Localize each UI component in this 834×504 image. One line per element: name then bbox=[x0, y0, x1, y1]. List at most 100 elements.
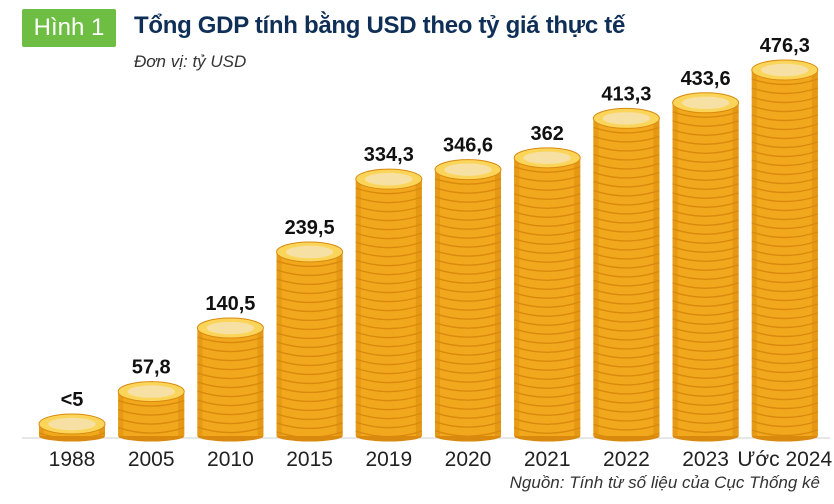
coin-ridge bbox=[672, 237, 739, 244]
coin-ridge bbox=[593, 396, 660, 404]
coin-ridge bbox=[355, 331, 423, 339]
coin-ridge bbox=[672, 111, 739, 118]
coin-stack-shade-right bbox=[574, 157, 581, 436]
coin-stack-bar bbox=[672, 92, 740, 442]
coin-ridge bbox=[672, 291, 739, 298]
coin-ridge bbox=[355, 241, 423, 249]
coin-ridge bbox=[434, 402, 502, 410]
coin-ridge bbox=[672, 327, 739, 334]
coin-stack-shade-left bbox=[197, 328, 203, 436]
coin-ridge bbox=[672, 282, 739, 289]
coin-ridge bbox=[513, 382, 581, 389]
coin-stack-shade-right bbox=[732, 102, 739, 436]
coin-ridge bbox=[593, 207, 660, 215]
coin-ridge bbox=[672, 183, 739, 190]
coin-ridge bbox=[355, 376, 423, 384]
coin-top-face bbox=[602, 112, 651, 125]
coin-ridge bbox=[276, 332, 343, 340]
coin-ridge bbox=[672, 426, 739, 433]
category-label: 2023 bbox=[682, 448, 729, 471]
value-label: <5 bbox=[61, 389, 84, 411]
coin-stack-shade-right bbox=[495, 169, 501, 436]
coin-ridge bbox=[751, 276, 819, 284]
coin-ridge bbox=[117, 426, 185, 434]
coin-ridge bbox=[751, 231, 819, 239]
coin-ridge bbox=[276, 413, 343, 421]
coin-top-face bbox=[444, 163, 492, 176]
coin-ridge bbox=[513, 229, 581, 236]
coin-stack-shade-right bbox=[99, 424, 105, 436]
coin-ridge bbox=[593, 189, 660, 197]
coin-ridge bbox=[513, 184, 581, 191]
coin-ridge bbox=[513, 274, 581, 281]
coin-ridge bbox=[751, 249, 819, 257]
coin-ridge bbox=[593, 243, 660, 251]
coin-ridge bbox=[513, 256, 581, 263]
coin-ridge bbox=[513, 238, 581, 245]
coin-ridge bbox=[751, 186, 819, 194]
coin-stack-bar bbox=[513, 147, 581, 442]
coin-ridge bbox=[672, 300, 739, 307]
coin-ridge bbox=[434, 249, 502, 257]
coin-ridge bbox=[672, 147, 739, 154]
coin-ridge bbox=[276, 269, 343, 277]
coin-ridge bbox=[513, 265, 581, 272]
coin-top-face bbox=[365, 172, 413, 186]
figure-badge: Hình 1 bbox=[22, 9, 116, 47]
coin-ridge bbox=[751, 357, 819, 365]
category-label: 2021 bbox=[524, 448, 571, 471]
coin-ridge bbox=[672, 273, 739, 280]
coin-stack-shade-left bbox=[751, 70, 757, 436]
coin-ridge bbox=[197, 417, 264, 425]
coin-ridge bbox=[751, 294, 819, 302]
coin-ridge bbox=[513, 202, 581, 209]
coin-stack-shade-left bbox=[593, 118, 599, 436]
coin-ridge bbox=[197, 363, 264, 371]
source-note: Nguồn: Tính từ số liệu của Cục Thống kê bbox=[509, 473, 820, 492]
coin-ridge bbox=[355, 223, 423, 231]
coin-ridge bbox=[197, 336, 264, 344]
coin-ridge bbox=[593, 198, 660, 206]
chart-title: Tổng GDP tính bằng USD theo tỷ giá thực … bbox=[134, 12, 626, 39]
coin-ridge bbox=[751, 222, 819, 230]
coin-ridge bbox=[593, 216, 660, 224]
coin-ridge bbox=[593, 180, 660, 188]
coin-ridge bbox=[513, 166, 581, 173]
category-labels-group: 1988 2005 2010 2015 2019 2020 2021 2022 2023 Ước … bbox=[49, 448, 833, 471]
coin-ridge bbox=[672, 372, 739, 379]
coin-ridge bbox=[751, 411, 819, 419]
coin-ridge bbox=[355, 304, 423, 312]
category-label: 2010 bbox=[207, 448, 254, 471]
coin-ridge bbox=[672, 336, 739, 343]
coin-ridge bbox=[593, 387, 660, 395]
coin-ridge bbox=[513, 211, 581, 218]
coin-stack-body-cover bbox=[197, 328, 264, 436]
value-label: 476,3 bbox=[760, 35, 810, 57]
coin-ridge bbox=[593, 405, 660, 413]
coin-ridge bbox=[751, 132, 819, 140]
coin-ridge bbox=[513, 283, 581, 290]
coin-ridge bbox=[513, 247, 581, 254]
coin-stack-shade-right bbox=[178, 391, 185, 436]
coin-ridge bbox=[513, 409, 581, 416]
coin-ridge bbox=[117, 408, 185, 416]
coin-ridge bbox=[672, 417, 739, 424]
coin-ridge bbox=[751, 105, 819, 113]
coin-ridge bbox=[355, 403, 423, 411]
coin-ridge bbox=[751, 348, 819, 356]
value-label: 346,6 bbox=[443, 135, 493, 157]
coin-ridge bbox=[513, 310, 581, 317]
coin-ridge bbox=[276, 422, 343, 430]
coin-ridge bbox=[434, 357, 502, 365]
coin-ridge bbox=[276, 260, 343, 268]
coin-ridge bbox=[751, 312, 819, 320]
coin-ridge bbox=[355, 187, 423, 195]
coin-ridge bbox=[593, 279, 660, 287]
coin-ridge bbox=[276, 305, 343, 313]
coin-ridge bbox=[593, 423, 660, 431]
coin-ridge bbox=[434, 420, 502, 428]
value-label: 140,5 bbox=[205, 293, 255, 315]
coin-ridge bbox=[593, 162, 660, 170]
coin-ridge bbox=[593, 297, 660, 305]
